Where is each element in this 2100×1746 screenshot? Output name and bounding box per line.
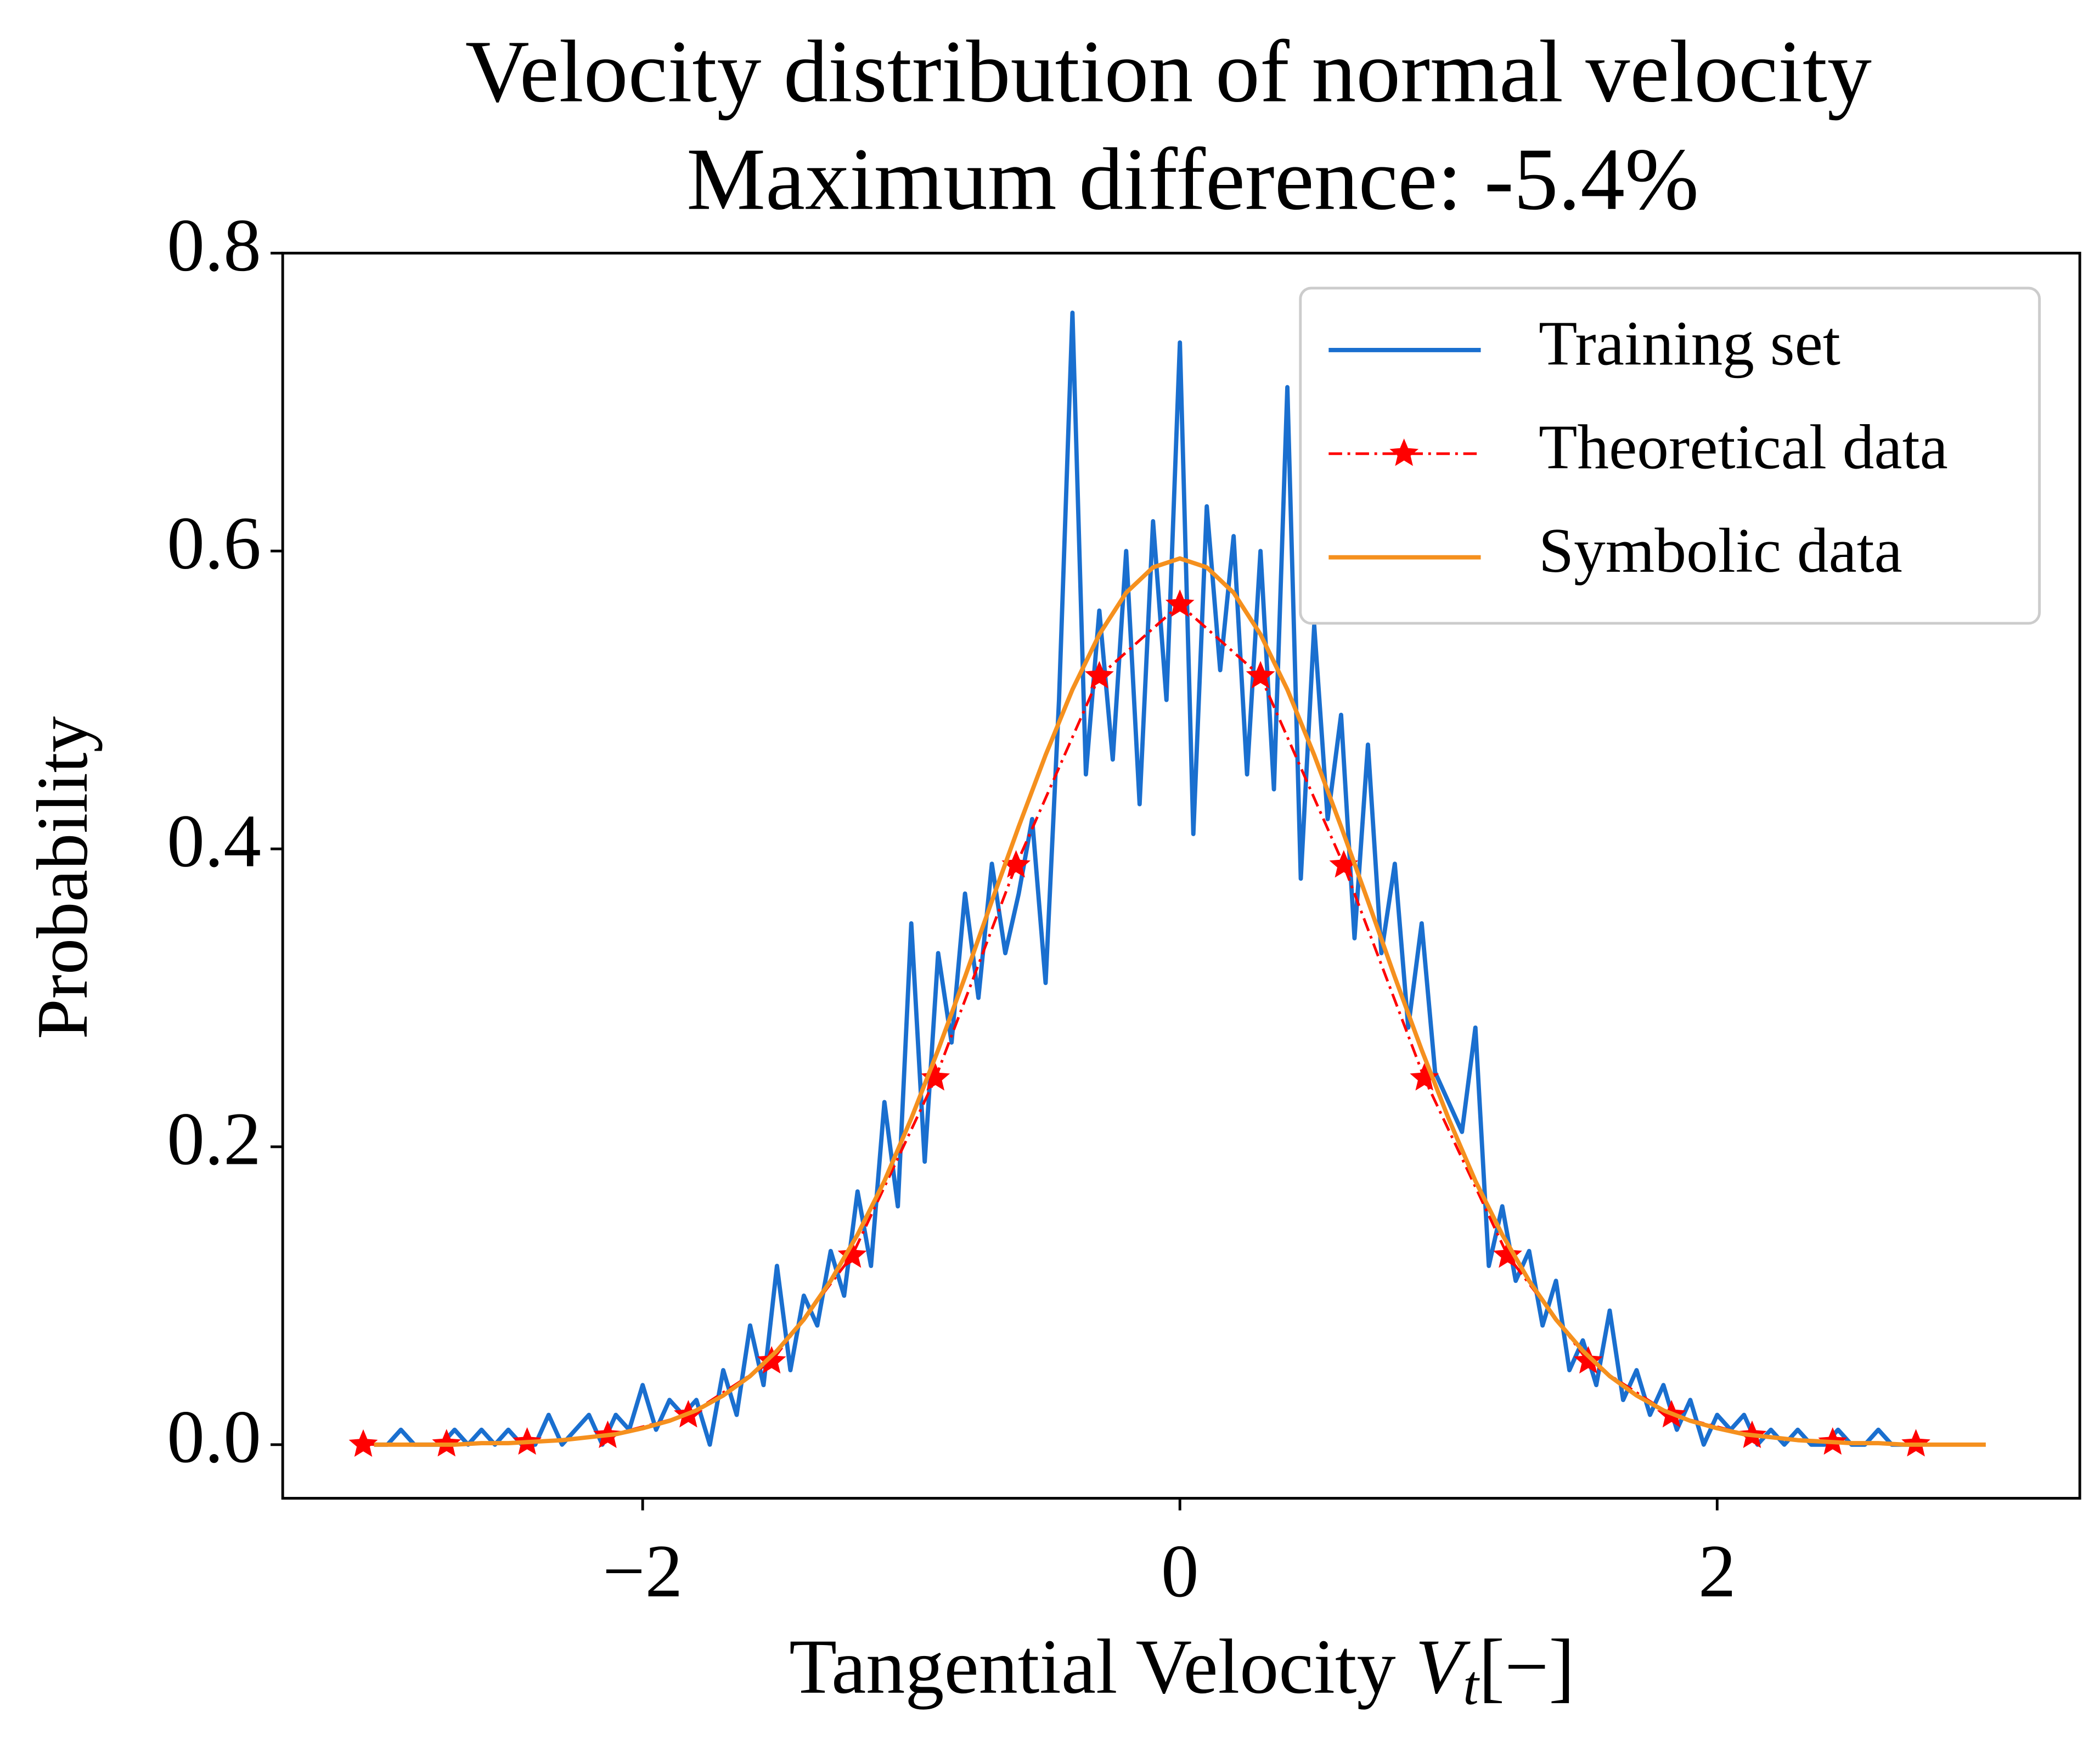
- y-axis-label: Probability: [22, 716, 103, 1039]
- star-marker: [837, 1240, 867, 1268]
- legend: Training set Theoretical data Symbolic dat…: [1299, 286, 2041, 625]
- x-axis-label: Tangential Velocity Vt[−]: [789, 1623, 1575, 1716]
- star-marker: [348, 1429, 378, 1457]
- x-tick-label: 0: [1161, 1529, 1199, 1613]
- plot-area: [348, 310, 1986, 1457]
- x-tick-label: −2: [603, 1529, 683, 1613]
- y-tick-label: 0.8: [167, 204, 261, 287]
- series-line: [374, 310, 1919, 1447]
- y-tick-label: 0.2: [167, 1097, 261, 1180]
- series-line: [374, 556, 1986, 1447]
- chart-subtitle: Maximum difference: -5.4%: [686, 131, 1699, 229]
- legend-marker: [1389, 438, 1419, 466]
- legend-box: [1299, 286, 2041, 625]
- x-label-sub: t: [1463, 1654, 1480, 1716]
- star-marker: [1573, 1346, 1603, 1374]
- x-label-text: Tangential Velocity: [789, 1623, 1415, 1710]
- y-tick-label: 0.0: [167, 1395, 261, 1478]
- series-line: [363, 603, 1916, 1446]
- y-tick-label: 0.4: [167, 799, 261, 883]
- y-tick-label: 0.6: [167, 502, 261, 585]
- legend-label: Training set: [1539, 308, 1840, 378]
- chart-title: Velocity distribution of normal velocity: [465, 22, 1872, 121]
- star-marker: [757, 1346, 786, 1374]
- star-marker: [921, 1063, 950, 1091]
- star-marker: [1493, 1240, 1522, 1268]
- x-label-unit: [−]: [1479, 1623, 1575, 1710]
- star-marker: [1085, 661, 1114, 689]
- legend-label: Symbolic data: [1539, 515, 1902, 585]
- legend-label: Theoretical data: [1539, 412, 1948, 482]
- x-label-var: V: [1415, 1623, 1471, 1710]
- x-tick-label: 2: [1698, 1529, 1736, 1613]
- star-marker: [1246, 661, 1275, 689]
- star-marker: [1165, 589, 1195, 617]
- star-marker: [1410, 1063, 1439, 1091]
